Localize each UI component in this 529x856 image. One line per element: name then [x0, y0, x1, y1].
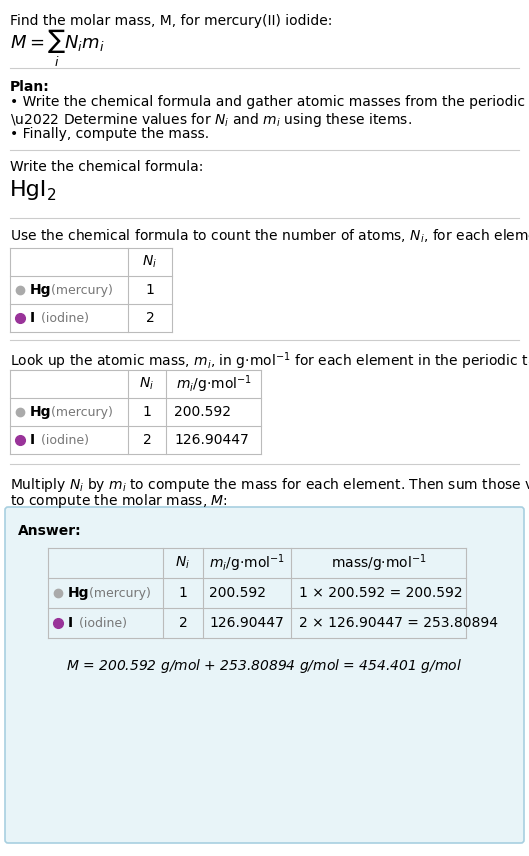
Text: I: I: [30, 433, 35, 447]
Text: 1: 1: [142, 405, 151, 419]
Text: Hg: Hg: [30, 405, 51, 419]
Text: 1: 1: [179, 586, 187, 600]
Text: I: I: [68, 616, 73, 630]
Text: (mercury): (mercury): [47, 406, 113, 419]
Text: • Finally, compute the mass.: • Finally, compute the mass.: [10, 127, 209, 141]
Text: 2: 2: [145, 311, 154, 325]
Text: $M$ = 200.592 g/mol + 253.80894 g/mol = 454.401 g/mol: $M$ = 200.592 g/mol + 253.80894 g/mol = …: [67, 657, 462, 675]
Text: 1: 1: [145, 283, 154, 297]
Text: 2: 2: [47, 188, 57, 203]
Text: $M = \sum_i N_i m_i$: $M = \sum_i N_i m_i$: [10, 28, 104, 69]
Text: Write the chemical formula:: Write the chemical formula:: [10, 160, 203, 174]
Text: mass/g$\cdot$mol$^{-1}$: mass/g$\cdot$mol$^{-1}$: [331, 552, 426, 574]
Text: (iodine): (iodine): [37, 433, 89, 447]
Text: Multiply $N_i$ by $m_i$ to compute the mass for each element. Then sum those val: Multiply $N_i$ by $m_i$ to compute the m…: [10, 476, 529, 494]
Text: 126.90447: 126.90447: [174, 433, 249, 447]
Text: $N_i$: $N_i$: [142, 253, 158, 270]
Text: \u2022 Determine values for $N_i$ and $m_i$ using these items.: \u2022 Determine values for $N_i$ and $m…: [10, 111, 412, 129]
Text: 126.90447: 126.90447: [209, 616, 284, 630]
Text: $m_i$/g$\cdot$mol$^{-1}$: $m_i$/g$\cdot$mol$^{-1}$: [176, 373, 251, 395]
Text: Hg: Hg: [68, 586, 89, 600]
Text: Use the chemical formula to count the number of atoms, $N_i$, for each element:: Use the chemical formula to count the nu…: [10, 228, 529, 246]
Text: HgI: HgI: [10, 180, 47, 200]
Text: (mercury): (mercury): [47, 283, 113, 296]
Text: 200.592: 200.592: [209, 586, 266, 600]
Text: (iodine): (iodine): [75, 616, 127, 629]
Text: $N_i$: $N_i$: [176, 555, 190, 571]
Text: (iodine): (iodine): [37, 312, 89, 324]
Text: • Write the chemical formula and gather atomic masses from the periodic table.: • Write the chemical formula and gather …: [10, 95, 529, 109]
Text: 1 × 200.592 = 200.592: 1 × 200.592 = 200.592: [299, 586, 463, 600]
Text: to compute the molar mass, $M$:: to compute the molar mass, $M$:: [10, 492, 228, 510]
Text: 200.592: 200.592: [174, 405, 231, 419]
Text: $m_i$/g$\cdot$mol$^{-1}$: $m_i$/g$\cdot$mol$^{-1}$: [209, 552, 285, 574]
Text: Find the molar mass, M, for mercury(II) iodide:: Find the molar mass, M, for mercury(II) …: [10, 14, 332, 28]
Text: 2: 2: [179, 616, 187, 630]
Text: 2 × 126.90447 = 253.80894: 2 × 126.90447 = 253.80894: [299, 616, 498, 630]
Text: Hg: Hg: [30, 283, 51, 297]
Text: $N_i$: $N_i$: [140, 376, 154, 392]
Text: Look up the atomic mass, $m_i$, in g$\cdot$mol$^{-1}$ for each element in the pe: Look up the atomic mass, $m_i$, in g$\cd…: [10, 350, 529, 372]
Text: (mercury): (mercury): [85, 586, 151, 599]
Text: 2: 2: [143, 433, 151, 447]
Text: Answer:: Answer:: [18, 524, 81, 538]
Text: Plan:: Plan:: [10, 80, 50, 94]
FancyBboxPatch shape: [5, 507, 524, 843]
Text: I: I: [30, 311, 35, 325]
